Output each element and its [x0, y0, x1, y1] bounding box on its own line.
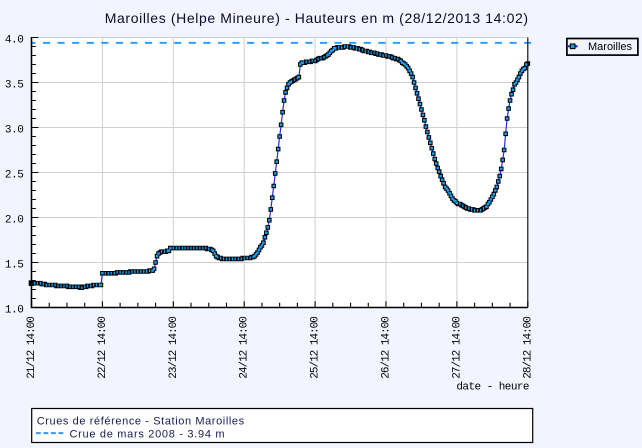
svg-text:date - heure: date - heure — [456, 382, 529, 394]
svg-text:Maroilles: Maroilles — [588, 41, 633, 53]
svg-text:25/12 14:00: 25/12 14:00 — [310, 317, 322, 379]
svg-text:1.0: 1.0 — [5, 305, 24, 317]
svg-text:24/12 14:00: 24/12 14:00 — [239, 317, 251, 379]
svg-text:2.0: 2.0 — [5, 215, 24, 227]
svg-text:Maroilles (Helpe Mineure) - Ha: Maroilles (Helpe Mineure) - Hauteurs en … — [105, 10, 529, 26]
svg-text:28/12 14:00: 28/12 14:00 — [522, 317, 534, 379]
svg-text:2.5: 2.5 — [5, 170, 24, 182]
svg-text:Crues de référence - Station M: Crues de référence - Station Maroilles — [37, 416, 245, 428]
svg-text:22/12 14:00: 22/12 14:00 — [97, 317, 109, 379]
svg-text:3.5: 3.5 — [5, 80, 24, 92]
svg-text:23/12 14:00: 23/12 14:00 — [168, 317, 180, 379]
svg-text:4.0: 4.0 — [5, 35, 24, 47]
svg-text:3.0: 3.0 — [5, 125, 24, 137]
svg-text:27/12 14:00: 27/12 14:00 — [451, 317, 463, 379]
svg-text:Crue de mars 2008 - 3.94 m: Crue de mars 2008 - 3.94 m — [70, 428, 226, 440]
svg-text:21/12 14:00: 21/12 14:00 — [26, 317, 38, 379]
svg-text:1.5: 1.5 — [5, 260, 24, 272]
svg-text:26/12 14:00: 26/12 14:00 — [381, 317, 393, 379]
